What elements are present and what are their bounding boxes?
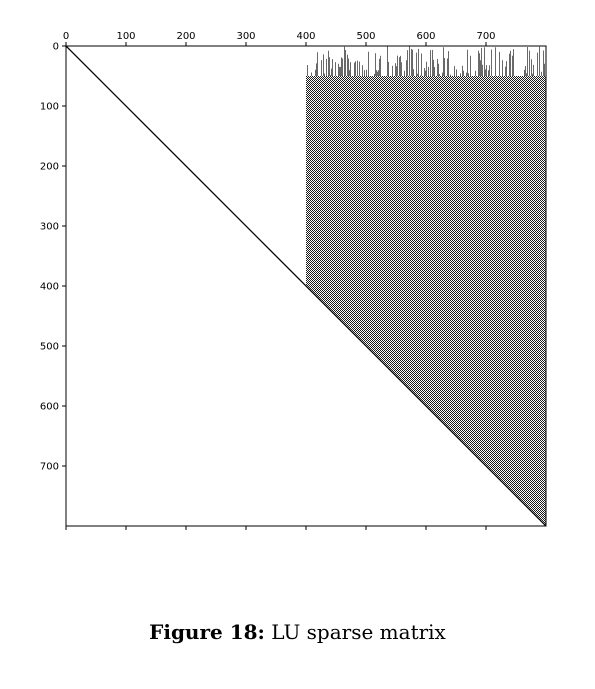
x-tick-label: 200 [176, 31, 195, 42]
y-tick-label: 700 [40, 462, 59, 473]
x-tick-label: 600 [416, 31, 435, 42]
y-tick-label: 100 [40, 102, 59, 113]
y-tick-label: 200 [40, 162, 59, 173]
y-tick-label: 600 [40, 402, 59, 413]
x-tick-label: 400 [296, 31, 315, 42]
caption-label: Figure 18: [149, 620, 265, 644]
x-tick-label: 0 [63, 31, 69, 42]
y-tick-label: 500 [40, 342, 59, 353]
x-tick-label: 300 [236, 31, 255, 42]
y-tick-label: 300 [40, 222, 59, 233]
dense-block [306, 76, 546, 526]
x-tick-label: 700 [476, 31, 495, 42]
caption-text: LU sparse matrix [271, 620, 446, 644]
figure-caption: Figure 18: LU sparse matrix [0, 620, 595, 644]
x-tick-label: 100 [116, 31, 135, 42]
y-tick-label: 400 [40, 282, 59, 293]
x-tick-label: 500 [356, 31, 375, 42]
dense-block-fringe [307, 46, 545, 76]
y-tick-label: 0 [53, 42, 59, 53]
diagonal-line [66, 46, 546, 526]
